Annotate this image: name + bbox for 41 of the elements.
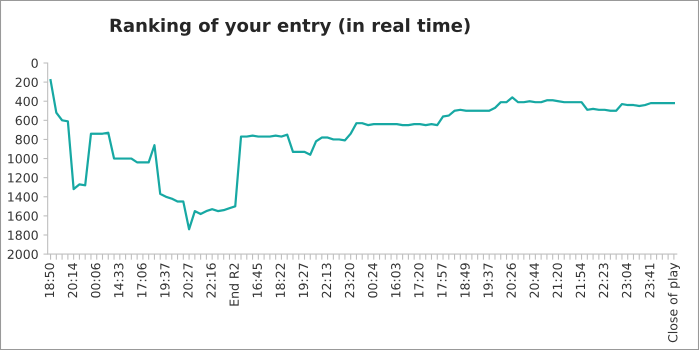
x-tick-label: 18:50 (44, 263, 54, 298)
y-tick-label: 2000 (8, 250, 38, 260)
y-tick-label: 1600 (8, 211, 38, 221)
x-tick-label: 21:20 (552, 263, 562, 298)
y-tick-label: 1200 (8, 173, 38, 183)
x-tick-label: 19:37 (160, 264, 170, 298)
x-tick-label: 00:24 (368, 263, 378, 298)
chart-title: Ranking of your entry (in real time) (110, 18, 470, 36)
x-tick-label: 18:49 (460, 263, 470, 298)
x-tick-label: 14:33 (114, 263, 124, 298)
x-tick-label: 00:06 (90, 263, 100, 298)
x-tick-label: 23:41 (644, 264, 654, 298)
x-tick-label: 18:22 (276, 264, 286, 298)
x-tick-label: 20:14 (68, 263, 78, 298)
y-tick-label: 0 (32, 58, 38, 68)
x-tick-label: 16:45 (252, 264, 262, 298)
x-tick-label: 23:20 (344, 263, 354, 298)
y-tick-label: 1400 (8, 192, 38, 202)
y-tick-label: 1000 (8, 154, 38, 164)
y-tick-label: 200 (16, 78, 38, 88)
x-tick-label: Close of play (668, 262, 680, 342)
x-tick-label: 23:04 (622, 263, 632, 298)
x-tick-label: 17:20 (414, 263, 424, 298)
y-tick-label: 400 (15, 96, 38, 106)
y-tick-label: 800 (16, 134, 38, 144)
y-tick-label: 600 (16, 116, 38, 126)
x-tick-label: 16:03 (391, 263, 400, 298)
x-tick-label: 21:54 (576, 263, 586, 298)
x-tick-label: 19:27 (298, 264, 308, 298)
x-tick-label: 20:26 (506, 263, 516, 298)
x-tick-label: 22:23 (598, 263, 608, 298)
line-series (49, 79, 675, 230)
x-tick-label: 17:57 (437, 264, 447, 298)
x-tick-label: 17:06 (137, 263, 147, 298)
y-tick-label: 1800 (8, 230, 38, 240)
x-tick-label: 22:13 (322, 263, 332, 298)
x-tick-label: 20:27 (183, 264, 193, 298)
x-tick-label: 22:16 (206, 263, 216, 298)
x-tick-label: 19:37 (483, 264, 493, 298)
x-tick-label: 20:44 (530, 263, 539, 298)
x-tick-label: End R2 (229, 264, 239, 306)
